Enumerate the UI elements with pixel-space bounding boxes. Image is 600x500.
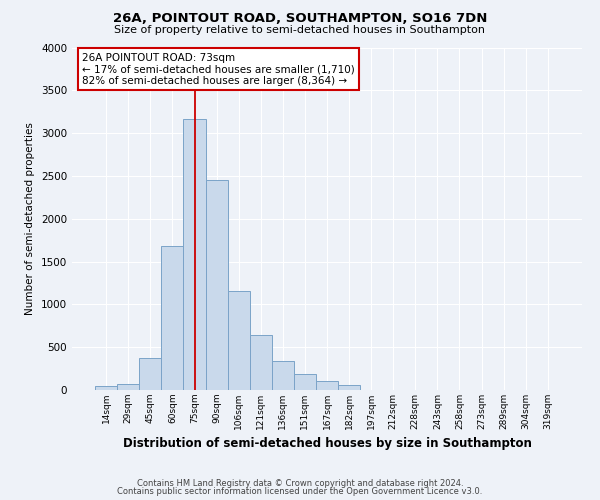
Bar (184, 120, 206, 390)
Text: Contains HM Land Registry data © Crown copyright and database right 2024.: Contains HM Land Registry data © Crown c… (137, 478, 463, 488)
Bar (95, 386, 117, 390)
Bar (117, 384, 139, 390)
Text: Size of property relative to semi-detached houses in Southampton: Size of property relative to semi-detach… (115, 25, 485, 35)
Text: 26A POINTOUT ROAD: 73sqm
← 17% of semi-detached houses are smaller (1,710)
82% o: 26A POINTOUT ROAD: 73sqm ← 17% of semi-d… (82, 52, 355, 86)
Y-axis label: Number of semi-detached properties: Number of semi-detached properties (25, 122, 35, 315)
Bar (161, 246, 184, 390)
Bar (272, 362, 294, 390)
Bar (206, 180, 227, 390)
X-axis label: Distribution of semi-detached houses by size in Southampton: Distribution of semi-detached houses by … (122, 438, 532, 450)
Bar (338, 386, 360, 390)
Text: Contains public sector information licensed under the Open Government Licence v3: Contains public sector information licen… (118, 487, 482, 496)
Bar (250, 335, 272, 390)
Bar (316, 380, 338, 390)
Bar (227, 290, 250, 390)
Bar (139, 358, 161, 390)
Text: 26A, POINTOUT ROAD, SOUTHAMPTON, SO16 7DN: 26A, POINTOUT ROAD, SOUTHAMPTON, SO16 7D… (113, 12, 487, 26)
Bar (294, 374, 316, 390)
